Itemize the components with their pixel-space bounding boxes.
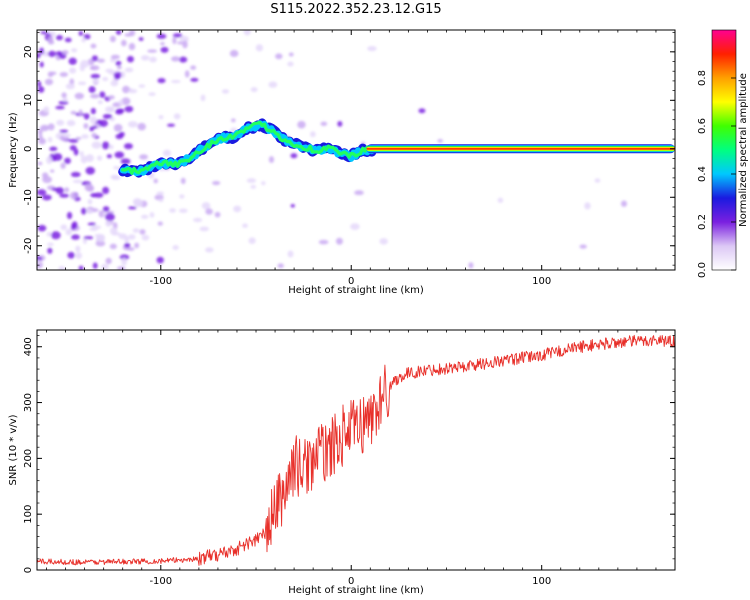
spectrogram-y-tick-label: -20	[23, 238, 34, 254]
spectrogram-frame	[36, 29, 676, 271]
colorbar-tick-label: 0.8	[697, 70, 708, 86]
spectrogram-band	[366, 148, 675, 150]
spectrogram-x-ticks: -100 0 100	[46, 30, 676, 287]
snr-x-tick-label: -100	[149, 576, 172, 587]
spectrogram-x-tick-label: 0	[348, 276, 354, 287]
colorbar-tick-label: 0.2	[697, 214, 708, 230]
snr-series-line	[37, 334, 675, 566]
spectrogram-x-tick-label: 100	[532, 276, 551, 287]
spectrogram-y-axis-label: Frequency (Hz)	[8, 112, 19, 188]
spectrogram-y-tick-label: 20	[23, 45, 34, 58]
colorbar-tick-label: 0.4	[697, 166, 708, 182]
snr-x-tick-label: 0	[348, 576, 354, 587]
spectrogram-y-tick-label: 0	[23, 146, 34, 152]
main-title: S115.2022.352.23.12.G15	[270, 2, 441, 17]
snr-frame	[36, 329, 676, 571]
spectrogram-noise	[37, 30, 628, 270]
colorbar-tick-label: 0.6	[697, 118, 708, 134]
snr-x-ticks: -100 0 100	[46, 330, 676, 587]
snr-y-tick-label: 400	[23, 337, 34, 356]
snr-x-axis-label: Height of straight line (km)	[288, 585, 424, 596]
snr-panel: -100 0 100 0 100 200 300 400 Height of straigh…	[8, 329, 676, 596]
colorbar-gradient	[711, 29, 737, 271]
spectrogram-y-tick-label: -10	[23, 189, 34, 205]
spectrogram-y-ticks: -20 -10 0 10 20	[23, 32, 675, 266]
spectrogram-ridge	[118, 118, 675, 178]
spectrogram-x-axis-label: Height of straight line (km)	[288, 285, 424, 296]
snr-y-axis-label: SNR (10 * v/v)	[8, 414, 19, 485]
snr-y-tick-label: 0	[23, 567, 34, 573]
colorbar-label: Normalized spectral amplitude	[738, 73, 749, 227]
spectrogram-x-tick-label: -100	[149, 276, 172, 287]
snr-y-tick-label: 200	[23, 449, 34, 468]
spectrogram-y-tick-label: 10	[23, 94, 34, 107]
colorbar-tick-label: 0.0	[697, 262, 708, 278]
colorbar: 0.0 0.2 0.4 0.6 0.8 Normalized spectral ampl…	[697, 29, 749, 278]
snr-y-tick-label: 100	[23, 505, 34, 524]
colorbar-ticks: 0.0 0.2 0.4 0.6 0.8	[697, 70, 736, 278]
snr-x-tick-label: 100	[532, 576, 551, 587]
snr-y-ticks: 0 100 200 300 400	[23, 335, 675, 573]
snr-y-tick-label: 300	[23, 393, 34, 412]
spectrogram-image	[37, 30, 675, 270]
